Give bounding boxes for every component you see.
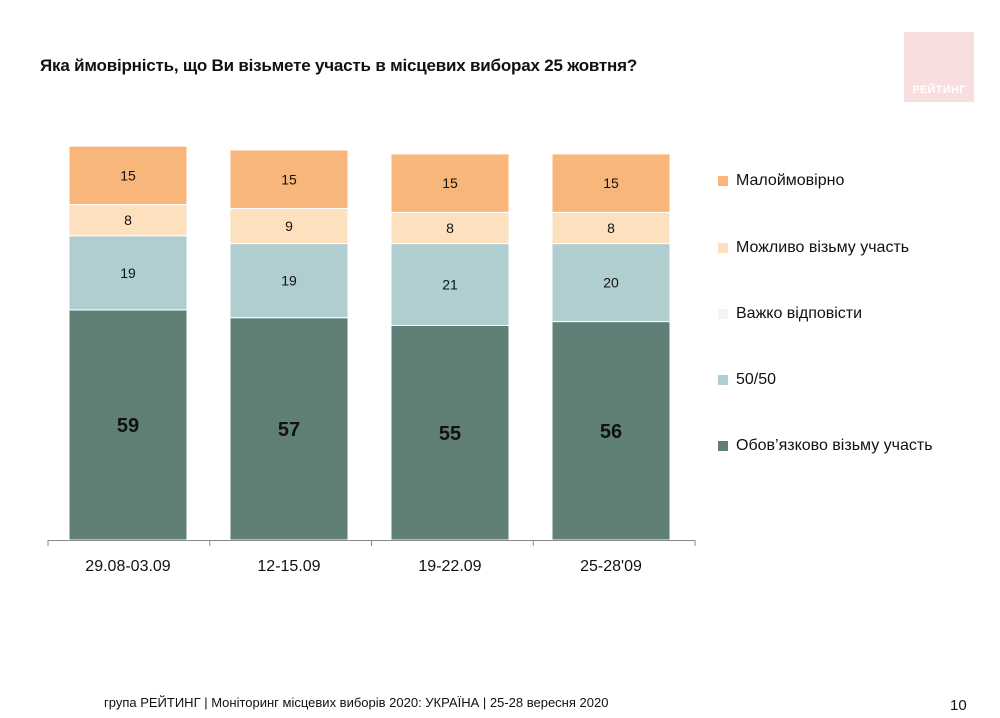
legend-swatch-definitely (718, 441, 728, 451)
legend-item-unlikely: Малоймовірно (718, 172, 844, 190)
x-tick-label: 19-22.09 (418, 558, 481, 575)
x-tick-label: 29.08-03.09 (85, 558, 171, 575)
data-label: 55 (439, 423, 461, 445)
bar-segment (390, 153, 510, 213)
data-label: 56 (600, 421, 622, 443)
bar-segment (551, 153, 671, 213)
bar-segment (68, 204, 188, 237)
data-label: 15 (603, 175, 619, 191)
logo-text: РЕЙТИНГ (912, 84, 966, 96)
legend-label-hard-to-say: Важко відповісти (736, 305, 863, 322)
data-label: 20 (603, 275, 619, 291)
bar-segment (68, 145, 188, 206)
bar-segment (229, 149, 349, 209)
data-label: 57 (278, 419, 300, 441)
x-tick-label: 25-28'09 (580, 558, 642, 575)
rating-logo: РЕЙТИНГ (904, 32, 974, 102)
data-label: 9 (285, 218, 293, 234)
bar-segment (229, 243, 349, 319)
bar-segment (390, 243, 510, 327)
x-tick-label: 12-15.09 (257, 558, 320, 575)
data-label: 15 (442, 175, 458, 191)
data-label: 8 (124, 212, 132, 228)
data-label: 59 (117, 415, 139, 437)
legend-label-definitely: Обов’язково візьму участь (736, 437, 933, 454)
chart-title: Яка ймовірність, що Ви візьмете участь в… (40, 56, 637, 75)
data-label: 21 (442, 277, 458, 293)
data-label: 15 (281, 171, 297, 187)
legend-item-fifty-fifty: 50/50 (718, 371, 776, 389)
bar-segment (551, 211, 671, 245)
data-label: 8 (607, 220, 615, 236)
legend-swatch-hard-to-say (718, 309, 728, 319)
data-label: 19 (281, 273, 297, 289)
bar-segment (68, 235, 188, 311)
bar-segment (229, 208, 349, 245)
legend-label-fifty-fifty: 50/50 (736, 371, 777, 388)
bar-segment (551, 321, 671, 541)
legend-label-unlikely: Малоймовірно (736, 172, 845, 189)
bar-segment (390, 211, 510, 245)
data-label: 19 (120, 265, 136, 281)
bar-segment (551, 243, 671, 323)
legend-item-maybe: Можливо візьму участь (718, 239, 909, 257)
bar-segment (229, 317, 349, 541)
footer-text: група РЕЙТИНГ | Моніторинг місцевих вибо… (104, 695, 609, 710)
legend-item-definitely: Обов’язково візьму участь (718, 437, 933, 455)
page-number: 10 (950, 697, 967, 714)
legend-swatch-fifty-fifty (718, 375, 728, 385)
legend-swatch-maybe (718, 243, 728, 253)
data-label: 15 (120, 167, 136, 183)
data-label: 8 (446, 220, 454, 236)
legend-swatch-unlikely (718, 176, 728, 186)
legend-label-maybe: Можливо візьму участь (736, 239, 910, 256)
legend-item-hard-to-say: Важко відповісти (718, 305, 862, 323)
